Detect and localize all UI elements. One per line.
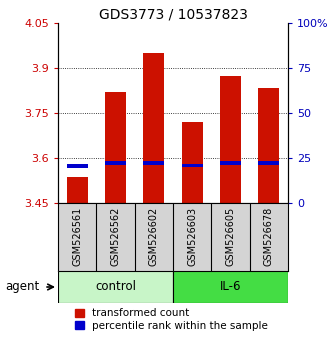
Bar <box>143 161 164 165</box>
Text: GSM526561: GSM526561 <box>72 207 82 267</box>
Bar <box>58 271 173 303</box>
Bar <box>143 53 164 203</box>
Text: GSM526602: GSM526602 <box>149 207 159 267</box>
Text: GSM526562: GSM526562 <box>111 207 120 267</box>
Text: control: control <box>95 280 136 293</box>
Bar <box>220 76 241 203</box>
Bar <box>105 161 126 165</box>
Bar <box>67 177 88 203</box>
Bar <box>182 122 203 203</box>
Legend: transformed count, percentile rank within the sample: transformed count, percentile rank withi… <box>74 308 268 331</box>
Bar <box>105 92 126 203</box>
Text: GSM526678: GSM526678 <box>264 207 274 267</box>
Bar <box>258 161 279 165</box>
Bar <box>258 88 279 203</box>
Text: IL-6: IL-6 <box>220 280 241 293</box>
Bar <box>182 164 203 167</box>
Bar <box>173 271 288 303</box>
Bar <box>220 161 241 165</box>
Bar <box>67 164 88 168</box>
Text: agent: agent <box>5 280 39 293</box>
Text: GSM526605: GSM526605 <box>225 207 235 267</box>
Text: GSM526603: GSM526603 <box>187 207 197 266</box>
Title: GDS3773 / 10537823: GDS3773 / 10537823 <box>99 8 247 22</box>
